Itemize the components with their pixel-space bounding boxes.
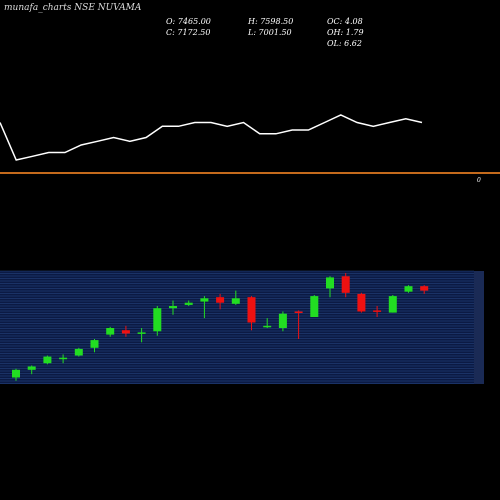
candle [373, 306, 382, 317]
candle [184, 300, 193, 306]
candle-body [169, 306, 177, 309]
candle [121, 325, 130, 337]
candle-body [231, 298, 240, 304]
candle-body [184, 302, 193, 305]
price-line [0, 114, 423, 161]
oc-value: OC: 4.08 [327, 17, 363, 26]
candle [137, 328, 146, 343]
candle [357, 292, 366, 313]
candle [341, 273, 350, 298]
candle-body [43, 356, 52, 364]
candle-body [388, 296, 397, 313]
chart-title: munafa_charts NSE NUVAMA [4, 3, 142, 13]
open-value: O: 7465.00 [166, 17, 211, 26]
candle-body [404, 286, 413, 292]
candle [247, 296, 256, 331]
candle-body [420, 286, 429, 291]
candle-body [121, 330, 130, 334]
candle [12, 368, 20, 381]
low-value: L: 7001.50 [248, 28, 292, 37]
candle [106, 326, 115, 337]
candle-body [357, 293, 366, 312]
candle-body [278, 313, 287, 328]
candle [278, 311, 287, 332]
candle [90, 339, 99, 353]
candle [404, 285, 413, 293]
price-line-layer [0, 114, 423, 161]
candle-body [247, 297, 256, 323]
candle [43, 355, 52, 365]
candle-body [12, 369, 20, 378]
candle [420, 285, 429, 294]
candle-body [27, 366, 36, 370]
candle-body [153, 308, 162, 332]
candle-body [74, 348, 83, 356]
candle-body [200, 298, 209, 302]
divider-label: 0 [477, 177, 481, 184]
price-axis-strip [474, 271, 484, 384]
high-value: H: 7598.50 [248, 17, 294, 26]
candle-body [263, 325, 272, 328]
oh-value: OH: 1.79 [327, 28, 364, 37]
candle [388, 295, 397, 313]
grid-background [0, 271, 484, 384]
candle-body [137, 332, 146, 334]
close-value: C: 7172.50 [166, 28, 211, 37]
candle [263, 318, 272, 328]
candle [294, 310, 303, 339]
candle-body [373, 310, 382, 312]
ol-value: OL: 6.62 [327, 39, 362, 48]
candle [59, 354, 68, 364]
candle [200, 296, 209, 319]
candle-body [90, 340, 99, 348]
candle [326, 276, 334, 298]
candle [27, 365, 36, 375]
candle [153, 306, 162, 336]
candle [231, 290, 240, 305]
candle-body [326, 277, 334, 289]
candle-body [216, 297, 225, 303]
candle [169, 300, 177, 315]
candlestick-layer [12, 273, 429, 381]
volume-grid-panel [0, 270, 484, 384]
candle-body [310, 296, 319, 317]
candle [310, 295, 319, 317]
candle-body [341, 276, 350, 293]
candle-body [106, 328, 115, 335]
candle-body [294, 311, 303, 313]
candle-body [59, 357, 68, 360]
candle [216, 293, 225, 310]
candle [74, 347, 83, 357]
